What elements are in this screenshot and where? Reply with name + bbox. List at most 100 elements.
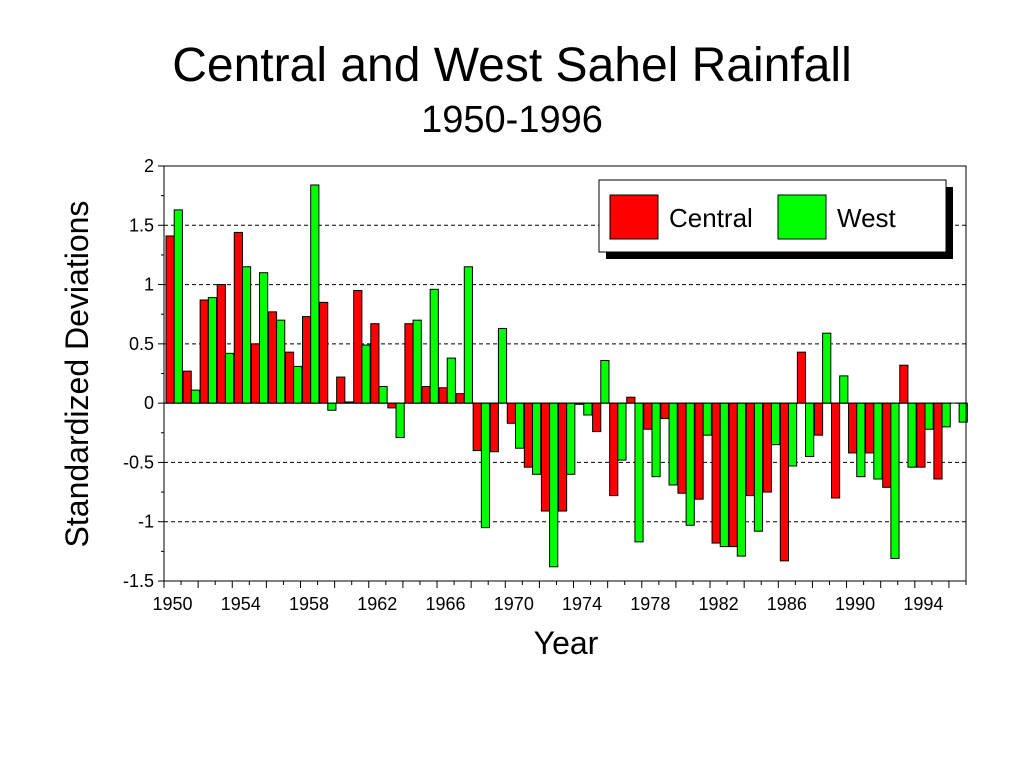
bar-central-1995 [933, 402, 943, 480]
bar-west-1954 [241, 266, 252, 404]
bar-west-1972 [549, 402, 559, 568]
y-tick-label: 0 [144, 393, 154, 413]
x-tick-label: 1970 [494, 594, 534, 614]
bar-central-1970 [506, 402, 516, 424]
bar-central-1980 [677, 402, 687, 494]
bar-central-1957 [284, 351, 295, 404]
bar-west-1968 [480, 402, 491, 529]
bar-central-1976 [609, 402, 619, 497]
bar-west-1988 [822, 332, 832, 404]
bar-central-1971 [523, 402, 534, 468]
bar-west-1955 [259, 272, 269, 404]
x-tick-label: 1986 [767, 594, 807, 614]
bar-central-1979 [660, 402, 670, 420]
bar-west-1974 [583, 402, 593, 416]
bar-west-1961 [361, 344, 371, 404]
bar-west-1978 [651, 402, 661, 478]
bar-west-1987 [805, 402, 815, 457]
bar-west-1979 [668, 402, 678, 486]
bar-central-1961 [353, 290, 363, 404]
bar-central-1986 [779, 402, 789, 562]
bar-central-1958 [302, 316, 312, 404]
bar-west-1967 [463, 266, 473, 404]
legend-label-west: West [837, 203, 897, 233]
bar-west-1986 [787, 402, 798, 467]
x-tick-label: 1950 [153, 594, 193, 614]
bar-central-1962 [370, 323, 380, 404]
bar-west-1966 [446, 357, 456, 404]
bar-central-1994 [916, 402, 926, 468]
bar-central-1963 [387, 402, 397, 409]
bar-central-1955 [250, 343, 261, 404]
legend-swatch-west [777, 194, 827, 240]
bar-central-1990 [848, 402, 858, 454]
y-tick-label: 2 [144, 156, 154, 176]
bar-west-1977 [634, 402, 644, 543]
bar-central-1964 [404, 323, 414, 404]
bar-central-1969 [489, 402, 499, 453]
bar-central-1989 [830, 402, 841, 499]
x-tick-label: 1978 [630, 594, 670, 614]
bar-west-1951 [190, 389, 200, 404]
bar-west-1994 [924, 402, 934, 430]
y-tick-label: -0.5 [123, 452, 154, 472]
bar-west-1970 [514, 402, 525, 449]
legend: Central West [598, 179, 953, 259]
bar-west-1981 [702, 402, 712, 436]
bar-west-1982 [719, 402, 729, 548]
bar-central-1981 [694, 402, 704, 500]
bar-west-1965 [429, 288, 439, 404]
bar-west-1993 [907, 402, 917, 468]
bar-west-1992 [890, 402, 900, 559]
bar-central-1973 [557, 402, 568, 512]
y-tick-label: -1.5 [123, 571, 154, 591]
x-tick-label: 1994 [903, 594, 943, 614]
bar-central-1965 [421, 386, 431, 404]
bar-west-1991 [873, 402, 883, 480]
legend-label-central: Central [669, 203, 753, 233]
bar-west-1964 [412, 319, 422, 404]
bar-west-1962 [378, 386, 388, 404]
bar-west-1990 [856, 402, 866, 478]
bar-west-1973 [566, 402, 576, 475]
legend-swatch-central [609, 194, 659, 240]
x-tick-label: 1954 [221, 594, 261, 614]
x-tick-label: 1962 [357, 594, 397, 614]
bar-west-1975 [600, 359, 610, 404]
x-tick-label: 1982 [699, 594, 739, 614]
bar-central-1959 [319, 301, 329, 404]
bar-west-1952 [207, 297, 218, 404]
bar-central-1975 [592, 402, 602, 433]
x-axis-title: Year [534, 625, 599, 661]
bar-west-1956 [276, 319, 286, 404]
y-tick-label: 1.5 [129, 215, 154, 235]
bar-central-1992 [882, 402, 892, 488]
bar-west-1969 [497, 327, 508, 404]
bar-central-1968 [472, 402, 482, 452]
chart-title: Central and West Sahel Rainfall [172, 39, 852, 92]
bar-central-1950 [165, 235, 175, 404]
x-tick-label: 1966 [426, 594, 466, 614]
bar-central-1988 [813, 402, 824, 436]
bar-central-1953 [216, 284, 226, 404]
bar-central-1978 [643, 402, 653, 430]
bar-central-1984 [745, 402, 755, 497]
bar-central-1977 [626, 396, 636, 404]
y-tick-label: 1 [144, 275, 154, 295]
bar-central-1987 [796, 351, 807, 404]
bar-central-1952 [199, 299, 209, 404]
bar-central-1991 [865, 402, 875, 454]
bar-central-1956 [267, 311, 278, 404]
bar-central-1966 [438, 387, 448, 404]
bar-west-1984 [753, 402, 764, 532]
bar-central-1951 [182, 370, 192, 404]
bar-central-1985 [762, 402, 772, 493]
bar-west-1989 [839, 375, 849, 404]
bar-west-1950 [173, 209, 183, 404]
y-tick-label: 0.5 [129, 334, 154, 354]
x-tick-label: 1990 [835, 594, 875, 614]
bar-central-1983 [728, 402, 738, 548]
bar-central-1972 [540, 402, 551, 512]
bar-west-1995 [941, 402, 951, 428]
